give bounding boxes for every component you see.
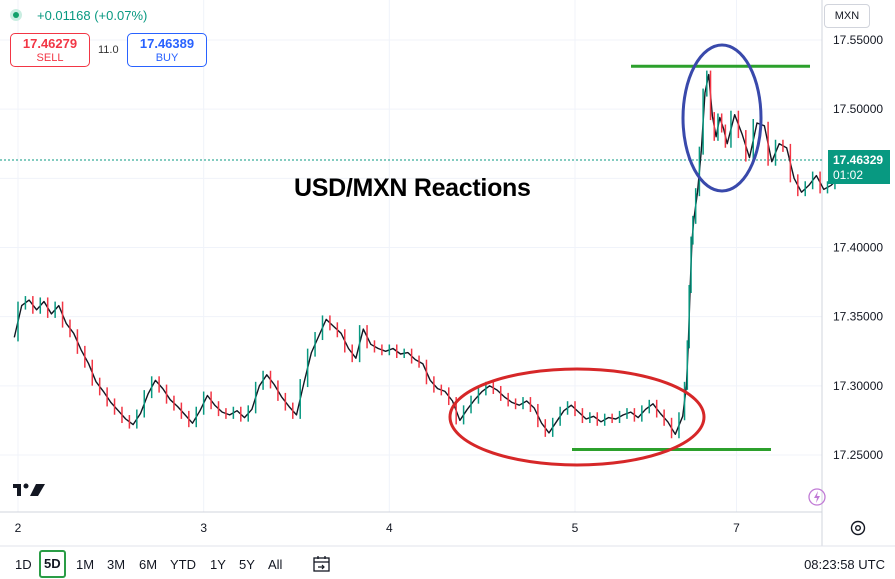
bottom-toolbar: 1D 5D 1M 3M 6M YTD 1Y 5Y All 08:23:58 UT… xyxy=(0,546,895,579)
chart-grid xyxy=(0,0,822,512)
y-tick-label: 17.35000 xyxy=(833,310,883,324)
timeframe-all[interactable]: All xyxy=(268,557,283,572)
x-tick-label: 3 xyxy=(200,521,207,535)
bar-countdown: 01:02 xyxy=(833,168,864,182)
y-tick-label: 17.55000 xyxy=(833,33,883,47)
x-tick-label: 4 xyxy=(386,521,393,535)
spread-value: 11.0 xyxy=(98,44,119,56)
lightning-icon xyxy=(808,488,826,506)
current-price-label: 17.46329 01:02 xyxy=(828,150,890,184)
price-change: +0.01168 (+0.07%) xyxy=(37,8,148,23)
candle-wicks xyxy=(17,70,851,439)
timeframe-1d[interactable]: 1D xyxy=(15,557,32,572)
x-tick-label: 2 xyxy=(15,521,22,535)
sell-price: 17.46279 xyxy=(22,36,78,51)
y-tick-label: 17.40000 xyxy=(833,241,883,255)
timeframe-3m[interactable]: 3M xyxy=(107,557,126,572)
timeframe-6m[interactable]: 6M xyxy=(139,557,158,572)
settings-gear-icon xyxy=(850,520,866,536)
utc-clock: 08:23:58 UTC xyxy=(804,557,885,572)
market-status-icon xyxy=(10,9,22,21)
price-axis-labels: 17.5500017.5000017.4500017.4000017.35000… xyxy=(833,33,883,462)
time-axis-labels: 2 3 4 5 7 xyxy=(15,521,741,535)
currency-selector[interactable]: MXN xyxy=(824,4,870,28)
buy-label: BUY xyxy=(155,52,179,64)
date-range-icon[interactable] xyxy=(312,554,332,574)
timeframe-5y[interactable]: 5Y xyxy=(239,557,255,572)
x-tick-label: 5 xyxy=(572,521,579,535)
current-price-value: 17.46329 xyxy=(833,153,884,167)
y-tick-label: 17.30000 xyxy=(833,379,883,393)
buy-price: 17.46389 xyxy=(139,36,195,51)
timeframe-ytd[interactable]: YTD xyxy=(170,557,196,572)
chart-annotation: USD/MXN Reactions xyxy=(294,174,531,202)
timeframe-5d[interactable]: 5D xyxy=(39,550,66,578)
tradingview-logo xyxy=(13,483,45,496)
buy-button[interactable]: 17.46389 BUY xyxy=(127,33,207,67)
y-tick-label: 17.25000 xyxy=(833,448,883,462)
reaction-ellipse xyxy=(681,43,763,193)
consolidation-ellipse xyxy=(448,367,706,467)
timeframe-1m[interactable]: 1M xyxy=(76,557,95,572)
timeframe-1y[interactable]: 1Y xyxy=(210,557,226,572)
y-tick-label: 17.50000 xyxy=(833,102,883,116)
sell-button[interactable]: 17.46279 SELL xyxy=(10,33,90,67)
sell-label: SELL xyxy=(36,52,64,64)
x-tick-label: 7 xyxy=(733,521,740,535)
